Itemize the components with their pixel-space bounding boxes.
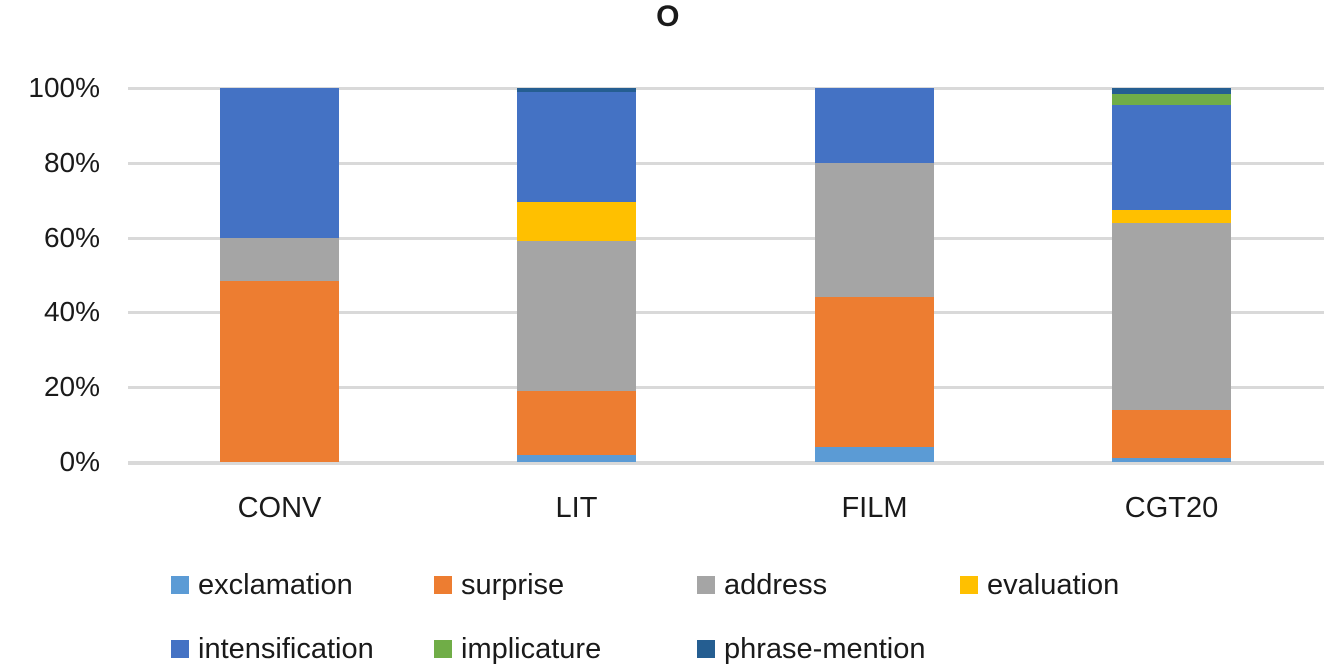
y-axis-tick-label: 40% [43,296,100,328]
legend-item-phrase-mention: phrase-mention [697,632,926,666]
legend-label: exclamation [198,568,353,601]
x-axis-label-film: FILM [841,492,908,524]
bar-segment-exclamation [815,447,934,462]
legend-label: intensification [198,632,374,665]
legend-item-intensification: intensification [171,632,374,666]
y-axis-tick-label: 80% [43,146,100,178]
bar-segment-evaluation [1112,209,1231,223]
bar-segment-intensification [815,88,934,163]
x-axis-label-cgt20: CGT20 [1124,492,1219,524]
bar-segment-address [517,241,636,391]
legend-label: evaluation [987,568,1120,601]
bar-segment-address [1112,222,1231,410]
bar-segment-surprise [1112,409,1231,459]
bar-segment-intensification [517,91,636,203]
x-axis-label-lit: LIT [555,492,598,524]
legend-swatch-surprise [434,576,452,594]
legend-swatch-exclamation [171,576,189,594]
gridline [128,87,1324,90]
legend-swatch-phrase-mention [697,640,715,658]
legend-swatch-address [697,576,715,594]
bar-cgt20 [1112,88,1231,462]
bar-conv [220,88,339,462]
legend-label: phrase-mention [724,632,926,665]
legend-label: address [724,568,828,601]
bar-segment-phrase-mention [517,88,636,92]
legend-item-exclamation: exclamation [171,568,353,602]
legend-swatch-intensification [171,640,189,658]
legend-item-address: address [697,568,827,602]
y-axis-tick-label: 0% [59,446,100,477]
bar-segment-surprise [220,280,339,462]
bar-segment-address [815,162,934,298]
legend-item-implicature: implicature [434,632,601,666]
legend-swatch-implicature [434,640,452,658]
legend-label: surprise [461,568,565,601]
bar-segment-address [220,237,339,281]
bar-segment-intensification [1112,104,1231,210]
legend-label: implicature [461,632,602,665]
gridline [128,236,1324,240]
bar-segment-implicature [1112,93,1231,105]
y-axis-tick-label: 20% [43,371,100,403]
gridline [128,161,1324,165]
y-axis-tick-label: 100% [28,72,100,103]
gridline [128,386,1324,390]
x-axis-baseline [128,461,1324,465]
chart-title: O [656,0,680,33]
bar-lit [517,88,636,462]
legend-item-evaluation: evaluation [960,568,1119,602]
bar-segment-exclamation [1112,458,1231,462]
legend-item-surprise: surprise [434,568,564,602]
legend-swatch-evaluation [960,576,978,594]
bar-segment-evaluation [517,202,636,242]
bar-segment-intensification [220,88,339,238]
y-axis-tick-label: 60% [43,221,100,253]
gridline [128,311,1324,315]
x-axis-label-conv: CONV [237,492,322,524]
bar-segment-surprise [517,390,636,455]
bar-segment-exclamation [517,454,636,462]
bar-segment-surprise [815,297,934,448]
bar-film [815,88,934,462]
bar-segment-phrase-mention [1112,88,1231,94]
